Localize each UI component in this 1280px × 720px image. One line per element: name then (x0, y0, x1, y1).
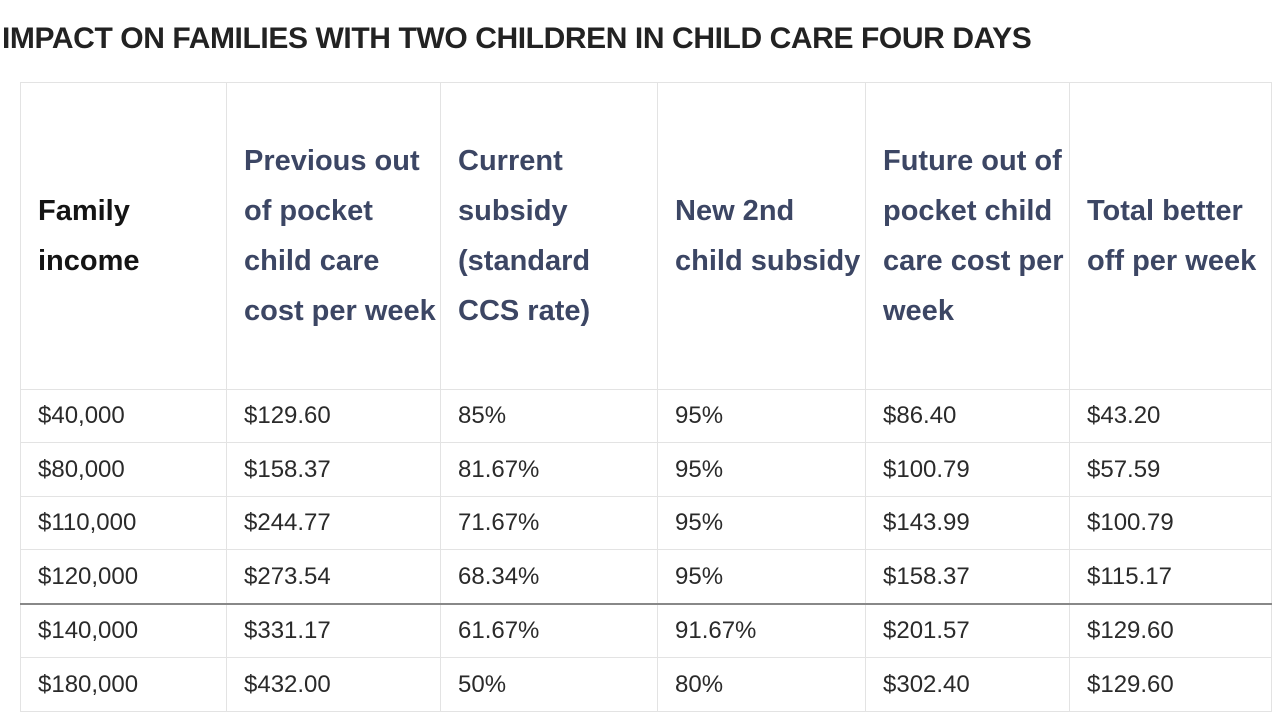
cell-current-subsidy: 61.67% (440, 602, 658, 659)
cell-family-income: $40,000 (20, 388, 227, 444)
cell-family-income: $180,000 (20, 657, 227, 712)
cell-better-off: $43.20 (1069, 388, 1272, 444)
table-row: $120,000 $273.54 68.34% 95% $158.37 $115… (20, 549, 1272, 605)
cell-new-subsidy: 95% (657, 495, 866, 551)
cell-family-income: $140,000 (20, 602, 227, 659)
cell-better-off: $129.60 (1069, 657, 1272, 712)
table-row: $180,000 $432.00 50% 80% $302.40 $129.60 (20, 657, 1272, 712)
column-header-previous-cost: Previous out of pocket child care cost p… (226, 82, 441, 390)
cell-better-off: $100.79 (1069, 495, 1272, 551)
table-row: $140,000 $331.17 61.67% 91.67% $201.57 $… (20, 602, 1272, 659)
cell-better-off: $57.59 (1069, 442, 1272, 497)
cell-future-cost: $201.57 (865, 602, 1070, 659)
cell-family-income: $120,000 (20, 549, 227, 605)
cell-previous-cost: $129.60 (226, 388, 441, 444)
cell-new-subsidy: 95% (657, 442, 866, 497)
table-row: $110,000 $244.77 71.67% 95% $143.99 $100… (20, 495, 1272, 551)
column-header-future-cost: Future out of pocket child care cost per… (865, 82, 1070, 390)
cell-new-subsidy: 80% (657, 657, 866, 712)
subsidy-table-container: Family income Previous out of pocket chi… (20, 82, 1272, 712)
page-title: IMPACT ON FAMILIES WITH TWO CHILDREN IN … (2, 22, 1032, 55)
cell-family-income: $110,000 (20, 495, 227, 551)
cell-family-income: $80,000 (20, 442, 227, 497)
cell-current-subsidy: 81.67% (440, 442, 658, 497)
cell-new-subsidy: 95% (657, 388, 866, 444)
column-header-new-subsidy: New 2nd child subsidy (657, 82, 866, 390)
subsidy-impact-table: Family income Previous out of pocket chi… (20, 82, 1272, 712)
column-header-family-income: Family income (20, 82, 227, 390)
cell-future-cost: $302.40 (865, 657, 1070, 712)
cell-current-subsidy: 50% (440, 657, 658, 712)
cell-current-subsidy: 85% (440, 388, 658, 444)
cell-future-cost: $86.40 (865, 388, 1070, 444)
table-row: $40,000 $129.60 85% 95% $86.40 $43.20 (20, 388, 1272, 444)
column-header-better-off: Total better off per week (1069, 82, 1272, 390)
cell-previous-cost: $158.37 (226, 442, 441, 497)
cell-new-subsidy: 95% (657, 549, 866, 605)
cell-current-subsidy: 71.67% (440, 495, 658, 551)
cell-future-cost: $143.99 (865, 495, 1070, 551)
column-header-current-subsidy: Current subsidy (standard CCS rate) (440, 82, 658, 390)
cell-previous-cost: $432.00 (226, 657, 441, 712)
table-header-row: Family income Previous out of pocket chi… (20, 82, 1272, 390)
table-row: $80,000 $158.37 81.67% 95% $100.79 $57.5… (20, 442, 1272, 497)
cell-better-off: $129.60 (1069, 602, 1272, 659)
cell-future-cost: $100.79 (865, 442, 1070, 497)
cell-current-subsidy: 68.34% (440, 549, 658, 605)
cell-new-subsidy: 91.67% (657, 602, 866, 659)
cell-previous-cost: $244.77 (226, 495, 441, 551)
cell-future-cost: $158.37 (865, 549, 1070, 605)
cell-previous-cost: $331.17 (226, 602, 441, 659)
cell-better-off: $115.17 (1069, 549, 1272, 605)
cell-previous-cost: $273.54 (226, 549, 441, 605)
